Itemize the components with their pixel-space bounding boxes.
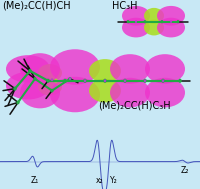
Ellipse shape — [83, 79, 86, 83]
Ellipse shape — [38, 64, 62, 82]
Ellipse shape — [156, 6, 184, 26]
Ellipse shape — [161, 79, 163, 82]
Ellipse shape — [103, 79, 106, 82]
Ellipse shape — [50, 77, 100, 112]
Ellipse shape — [169, 20, 171, 23]
Ellipse shape — [68, 77, 71, 81]
Ellipse shape — [177, 79, 181, 83]
Ellipse shape — [156, 18, 184, 37]
Ellipse shape — [63, 79, 66, 83]
Ellipse shape — [109, 78, 149, 107]
Text: Z₁: Z₁ — [31, 176, 39, 185]
Ellipse shape — [103, 79, 106, 83]
Ellipse shape — [144, 78, 184, 107]
Text: x₂: x₂ — [96, 176, 103, 185]
Text: (Me)₂CC(H)CH: (Me)₂CC(H)CH — [2, 1, 70, 11]
Ellipse shape — [143, 8, 163, 24]
Ellipse shape — [89, 79, 120, 102]
Ellipse shape — [20, 53, 60, 85]
Ellipse shape — [46, 79, 50, 83]
Ellipse shape — [33, 77, 36, 81]
Ellipse shape — [126, 20, 129, 23]
Ellipse shape — [123, 79, 126, 83]
Text: HC₃H: HC₃H — [111, 1, 137, 11]
Text: Y₂: Y₂ — [109, 176, 117, 185]
Ellipse shape — [69, 77, 71, 80]
Ellipse shape — [144, 54, 184, 84]
Ellipse shape — [38, 78, 62, 95]
Ellipse shape — [6, 72, 50, 99]
Ellipse shape — [83, 79, 86, 82]
Ellipse shape — [16, 101, 20, 104]
Ellipse shape — [20, 77, 60, 108]
Text: (Me)₂CC(H)C₃H: (Me)₂CC(H)C₃H — [98, 101, 170, 110]
Ellipse shape — [134, 20, 136, 23]
Ellipse shape — [160, 79, 164, 83]
Ellipse shape — [28, 69, 32, 73]
Ellipse shape — [69, 77, 71, 80]
Ellipse shape — [89, 59, 120, 83]
Ellipse shape — [50, 78, 53, 81]
Ellipse shape — [121, 18, 149, 37]
Ellipse shape — [121, 6, 149, 26]
Ellipse shape — [160, 20, 163, 23]
Ellipse shape — [143, 20, 163, 36]
Ellipse shape — [143, 20, 146, 23]
Ellipse shape — [143, 79, 146, 83]
Ellipse shape — [50, 49, 100, 85]
Ellipse shape — [50, 89, 53, 92]
Text: Z₂: Z₂ — [180, 167, 188, 176]
Ellipse shape — [143, 79, 146, 82]
Ellipse shape — [13, 87, 17, 91]
Ellipse shape — [176, 20, 179, 23]
Ellipse shape — [6, 55, 50, 83]
Ellipse shape — [109, 54, 149, 84]
Ellipse shape — [123, 79, 126, 82]
